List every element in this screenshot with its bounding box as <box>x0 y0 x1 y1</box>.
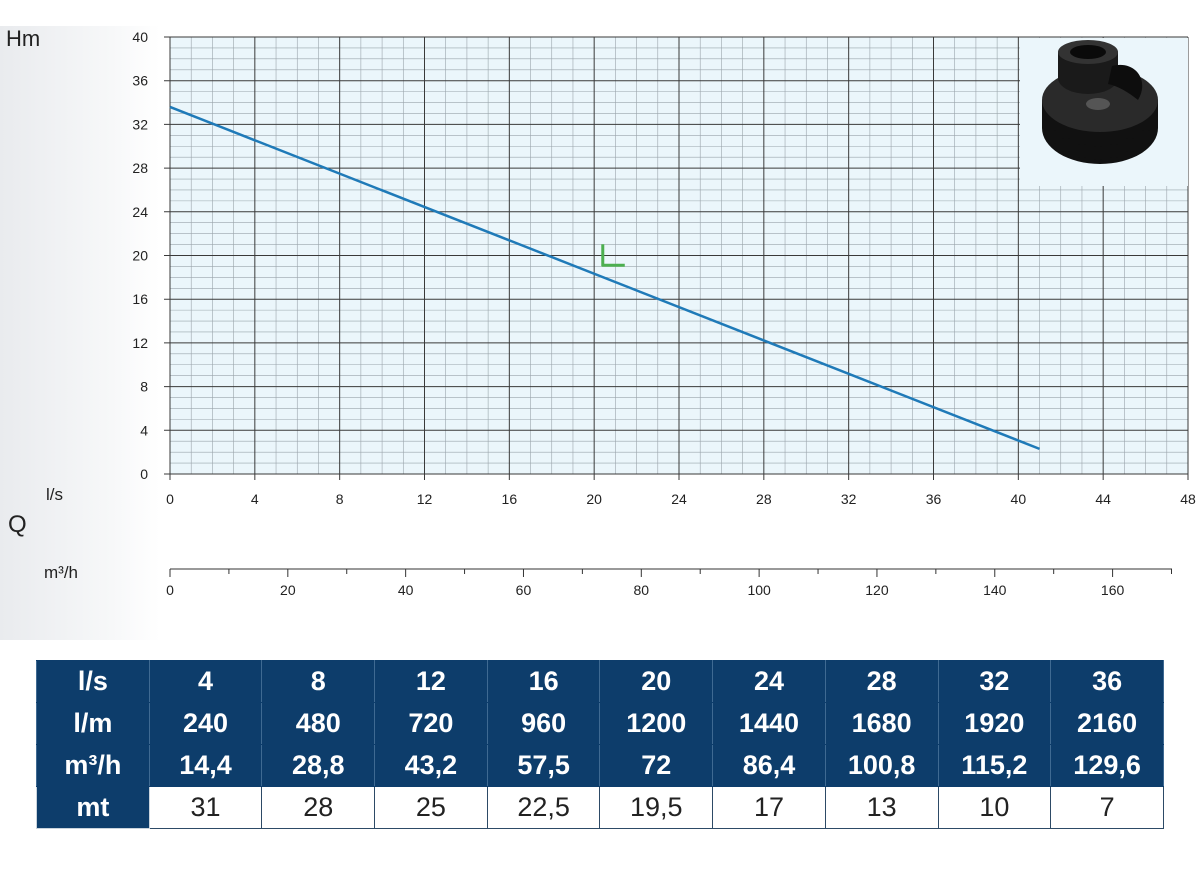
performance-table: l/s 4 8 12 16 20 24 28 32 36 l/m 240 480 720 960 1200 14… <box>36 660 1164 829</box>
x-tick-label: 0 <box>166 491 174 507</box>
secondary-tick-label: 80 <box>634 582 650 598</box>
table-cell: 100,8 <box>824 744 939 787</box>
table-row: l/s 4 8 12 16 20 24 28 32 36 <box>36 660 1164 703</box>
x-tick-label: 28 <box>756 491 772 507</box>
x-tick-label: 36 <box>926 491 942 507</box>
table-cell: 720 <box>374 702 488 745</box>
secondary-tick-label: 160 <box>1101 582 1125 598</box>
table-cell: 32 <box>937 660 1052 703</box>
duty-point-marker <box>601 244 625 267</box>
y-tick-label: 28 <box>132 160 148 176</box>
page-background-left <box>0 0 160 640</box>
y-tick-label: 4 <box>140 422 148 438</box>
x-axis-title: Q <box>8 511 27 538</box>
table-cell: 240 <box>148 702 263 745</box>
table-cell: 72 <box>599 744 714 787</box>
secondary-tick-label: 0 <box>166 582 174 598</box>
table-cell: 19,5 <box>599 786 714 829</box>
secondary-axis-unit-label: m³/h <box>44 563 78 582</box>
table-cell: 17 <box>712 786 826 829</box>
table-cell: 24 <box>712 660 826 703</box>
table-cell: 28,8 <box>261 744 376 787</box>
table-cell: 2160 <box>1050 702 1164 745</box>
table-cell: 1200 <box>599 702 714 745</box>
table-cell: 16 <box>486 660 601 703</box>
row-header: l/s <box>36 660 150 703</box>
table-cell: 7 <box>1050 786 1164 829</box>
secondary-tick-label: 20 <box>280 582 296 598</box>
table-cell: 480 <box>261 702 376 745</box>
y-tick-label: 36 <box>132 73 148 89</box>
table-cell: 8 <box>261 660 376 703</box>
table-row: m³/h 14,4 28,8 43,2 57,5 72 86,4 100,8 115,2 129,… <box>36 744 1164 787</box>
x-tick-label: 24 <box>671 491 687 507</box>
table-cell: 22,5 <box>486 786 601 829</box>
x-tick-label: 4 <box>251 491 259 507</box>
table-cell: 960 <box>486 702 601 745</box>
secondary-tick-label: 100 <box>747 582 771 598</box>
secondary-tick-label: 40 <box>398 582 414 598</box>
table-cell: 115,2 <box>937 744 1052 787</box>
x-tick-label: 8 <box>336 491 344 507</box>
secondary-tick-label: 140 <box>983 582 1007 598</box>
x-tick-label: 16 <box>502 491 518 507</box>
row-header: mt <box>36 786 150 829</box>
x-tick-label: 20 <box>586 491 602 507</box>
x-tick-label: 48 <box>1180 491 1196 507</box>
table-cell: 31 <box>148 786 263 829</box>
grid-major <box>164 36 1189 480</box>
table-cell: 1440 <box>712 702 826 745</box>
table-cell: 43,2 <box>374 744 488 787</box>
table-row: mt 31 28 25 22,5 19,5 17 13 10 7 <box>36 786 1164 829</box>
x-axis-unit-label: l/s <box>46 485 63 504</box>
table-cell: 1920 <box>937 702 1052 745</box>
y-tick-label: 24 <box>132 204 148 220</box>
secondary-tick-label: 120 <box>865 582 889 598</box>
y-tick-label: 32 <box>132 116 148 132</box>
y-tick-label: 20 <box>132 248 148 264</box>
impeller-icon <box>1020 38 1188 186</box>
row-header: m³/h <box>36 744 150 787</box>
x-tick-label: 12 <box>417 491 433 507</box>
x-tick-label: 32 <box>841 491 857 507</box>
table-cell: 28 <box>824 660 939 703</box>
y-tick-label: 40 <box>132 29 148 45</box>
y-tick-label: 8 <box>140 379 148 395</box>
table-cell: 36 <box>1050 660 1164 703</box>
table-cell: 28 <box>261 786 376 829</box>
series-line <box>169 105 1040 451</box>
table-cell: 4 <box>148 660 263 703</box>
y-tick-label: 12 <box>132 335 148 351</box>
table-cell: 129,6 <box>1050 744 1164 787</box>
y-tick-label: 16 <box>132 291 148 307</box>
table-cell: 12 <box>374 660 488 703</box>
row-header: l/m <box>36 702 150 745</box>
table-cell: 14,4 <box>148 744 263 787</box>
table-row: l/m 240 480 720 960 1200 1440 1680 1920 2160 <box>36 702 1164 745</box>
y-tick-labels: 0 4 8 12 16 20 24 28 32 36 40 <box>132 29 148 482</box>
table-cell: 57,5 <box>486 744 601 787</box>
series-layer <box>169 105 1040 451</box>
table-cell: 86,4 <box>712 744 826 787</box>
secondary-axis: 0 20 40 60 80 100 120 140 160 <box>166 568 1173 598</box>
table-cell: 20 <box>599 660 714 703</box>
x-tick-label: 44 <box>1095 491 1111 507</box>
table-cell: 25 <box>374 786 488 829</box>
x-tick-label: 40 <box>1011 491 1027 507</box>
table-cell: 10 <box>937 786 1052 829</box>
axis-labels: Hm l/s Q m³/h <box>6 26 78 582</box>
table-cell: 13 <box>824 786 939 829</box>
y-tick-label: 0 <box>140 466 148 482</box>
x-tick-labels: 0 4 8 12 16 20 24 28 32 36 40 44 48 <box>166 491 1196 507</box>
page-background-top <box>0 0 1200 26</box>
table-cell: 1680 <box>824 702 939 745</box>
secondary-tick-label: 60 <box>516 582 532 598</box>
y-axis-title: Hm <box>6 26 40 51</box>
